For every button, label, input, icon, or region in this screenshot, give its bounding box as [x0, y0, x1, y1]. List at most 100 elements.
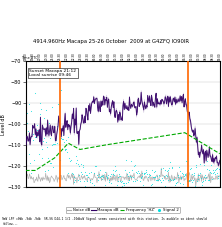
Legend: Noise dB, Macapa dB, Frequency 'HZ', Signal 2: Noise dB, Macapa dB, Frequency 'HZ', Sig… [66, 207, 180, 213]
Point [202, 164, 206, 167]
Point [108, 180, 111, 183]
Point [160, 176, 164, 180]
Point [192, 171, 196, 175]
Point [71, 172, 74, 175]
Point [76, 163, 79, 166]
Point [172, 178, 175, 181]
Point [85, 179, 89, 183]
Point [155, 174, 159, 178]
Point [133, 179, 137, 183]
Point [89, 180, 92, 184]
Point [43, 169, 47, 173]
Text: 06:30: 06:30 [183, 52, 187, 60]
Point [202, 175, 205, 179]
Point [160, 181, 163, 184]
Point [143, 171, 146, 175]
Point [34, 135, 38, 139]
Text: Time UTC: Time UTC [21, 56, 38, 60]
Point [196, 173, 200, 177]
Point [102, 173, 105, 177]
Point [88, 178, 92, 182]
Point [112, 173, 116, 177]
Point [151, 175, 155, 179]
Point [89, 170, 93, 174]
Point [163, 168, 166, 172]
Point [54, 188, 57, 192]
Point [131, 179, 135, 183]
Point [158, 174, 161, 177]
Point [176, 175, 179, 179]
Point [91, 186, 94, 190]
Point [79, 163, 83, 166]
Point [119, 180, 123, 183]
Point [108, 174, 112, 177]
Point [73, 178, 77, 182]
Point [180, 171, 184, 174]
Point [130, 168, 134, 171]
Point [114, 169, 118, 172]
Point [101, 175, 105, 179]
Point [97, 178, 100, 182]
Point [32, 158, 36, 162]
Point [213, 172, 216, 175]
Point [47, 122, 51, 125]
Point [173, 183, 177, 187]
Point [61, 133, 65, 137]
Text: 01:00: 01:00 [107, 53, 111, 60]
Point [66, 135, 69, 139]
Point [206, 159, 209, 163]
Point [104, 170, 107, 174]
Point [77, 173, 81, 177]
Point [74, 161, 78, 164]
Point [107, 178, 111, 182]
Point [44, 108, 48, 112]
Point [208, 171, 212, 174]
Point [123, 168, 127, 172]
Point [176, 173, 180, 177]
Point [217, 174, 220, 178]
Point [118, 180, 121, 183]
Text: 05:30: 05:30 [169, 53, 173, 60]
Point [125, 158, 128, 162]
Point [183, 172, 186, 175]
Point [34, 135, 37, 138]
Point [41, 140, 45, 143]
Text: 03:30: 03:30 [141, 52, 145, 60]
Point [80, 172, 84, 175]
Point [67, 156, 71, 160]
Point [132, 175, 135, 179]
Point [83, 170, 86, 173]
Point [30, 109, 33, 113]
Point [211, 171, 214, 175]
Point [83, 184, 87, 188]
Point [113, 165, 117, 168]
Point [193, 174, 196, 177]
Point [130, 175, 133, 179]
Text: 02:00: 02:00 [121, 53, 125, 60]
Text: 22:00: 22:00 [65, 52, 69, 60]
Point [116, 179, 120, 183]
Point [181, 182, 184, 186]
Point [157, 177, 161, 180]
Point [179, 176, 182, 180]
Point [122, 183, 125, 187]
Text: 4914.960Hz Macapa 25-26 October  2009 at G4ZFQ IO90IR: 4914.960Hz Macapa 25-26 October 2009 at … [33, 39, 189, 44]
Point [46, 156, 49, 160]
Point [172, 177, 176, 180]
Point [109, 181, 112, 185]
Point [141, 183, 145, 187]
Point [45, 140, 48, 144]
Point [46, 168, 50, 172]
Point [150, 182, 153, 185]
Point [135, 171, 139, 175]
Point [212, 168, 215, 172]
Point [142, 173, 146, 176]
Point [210, 177, 214, 181]
Point [196, 178, 200, 181]
Point [87, 171, 91, 175]
Point [53, 142, 57, 146]
Point [191, 178, 195, 182]
Point [49, 162, 53, 165]
Point [200, 180, 203, 184]
Point [32, 132, 35, 136]
